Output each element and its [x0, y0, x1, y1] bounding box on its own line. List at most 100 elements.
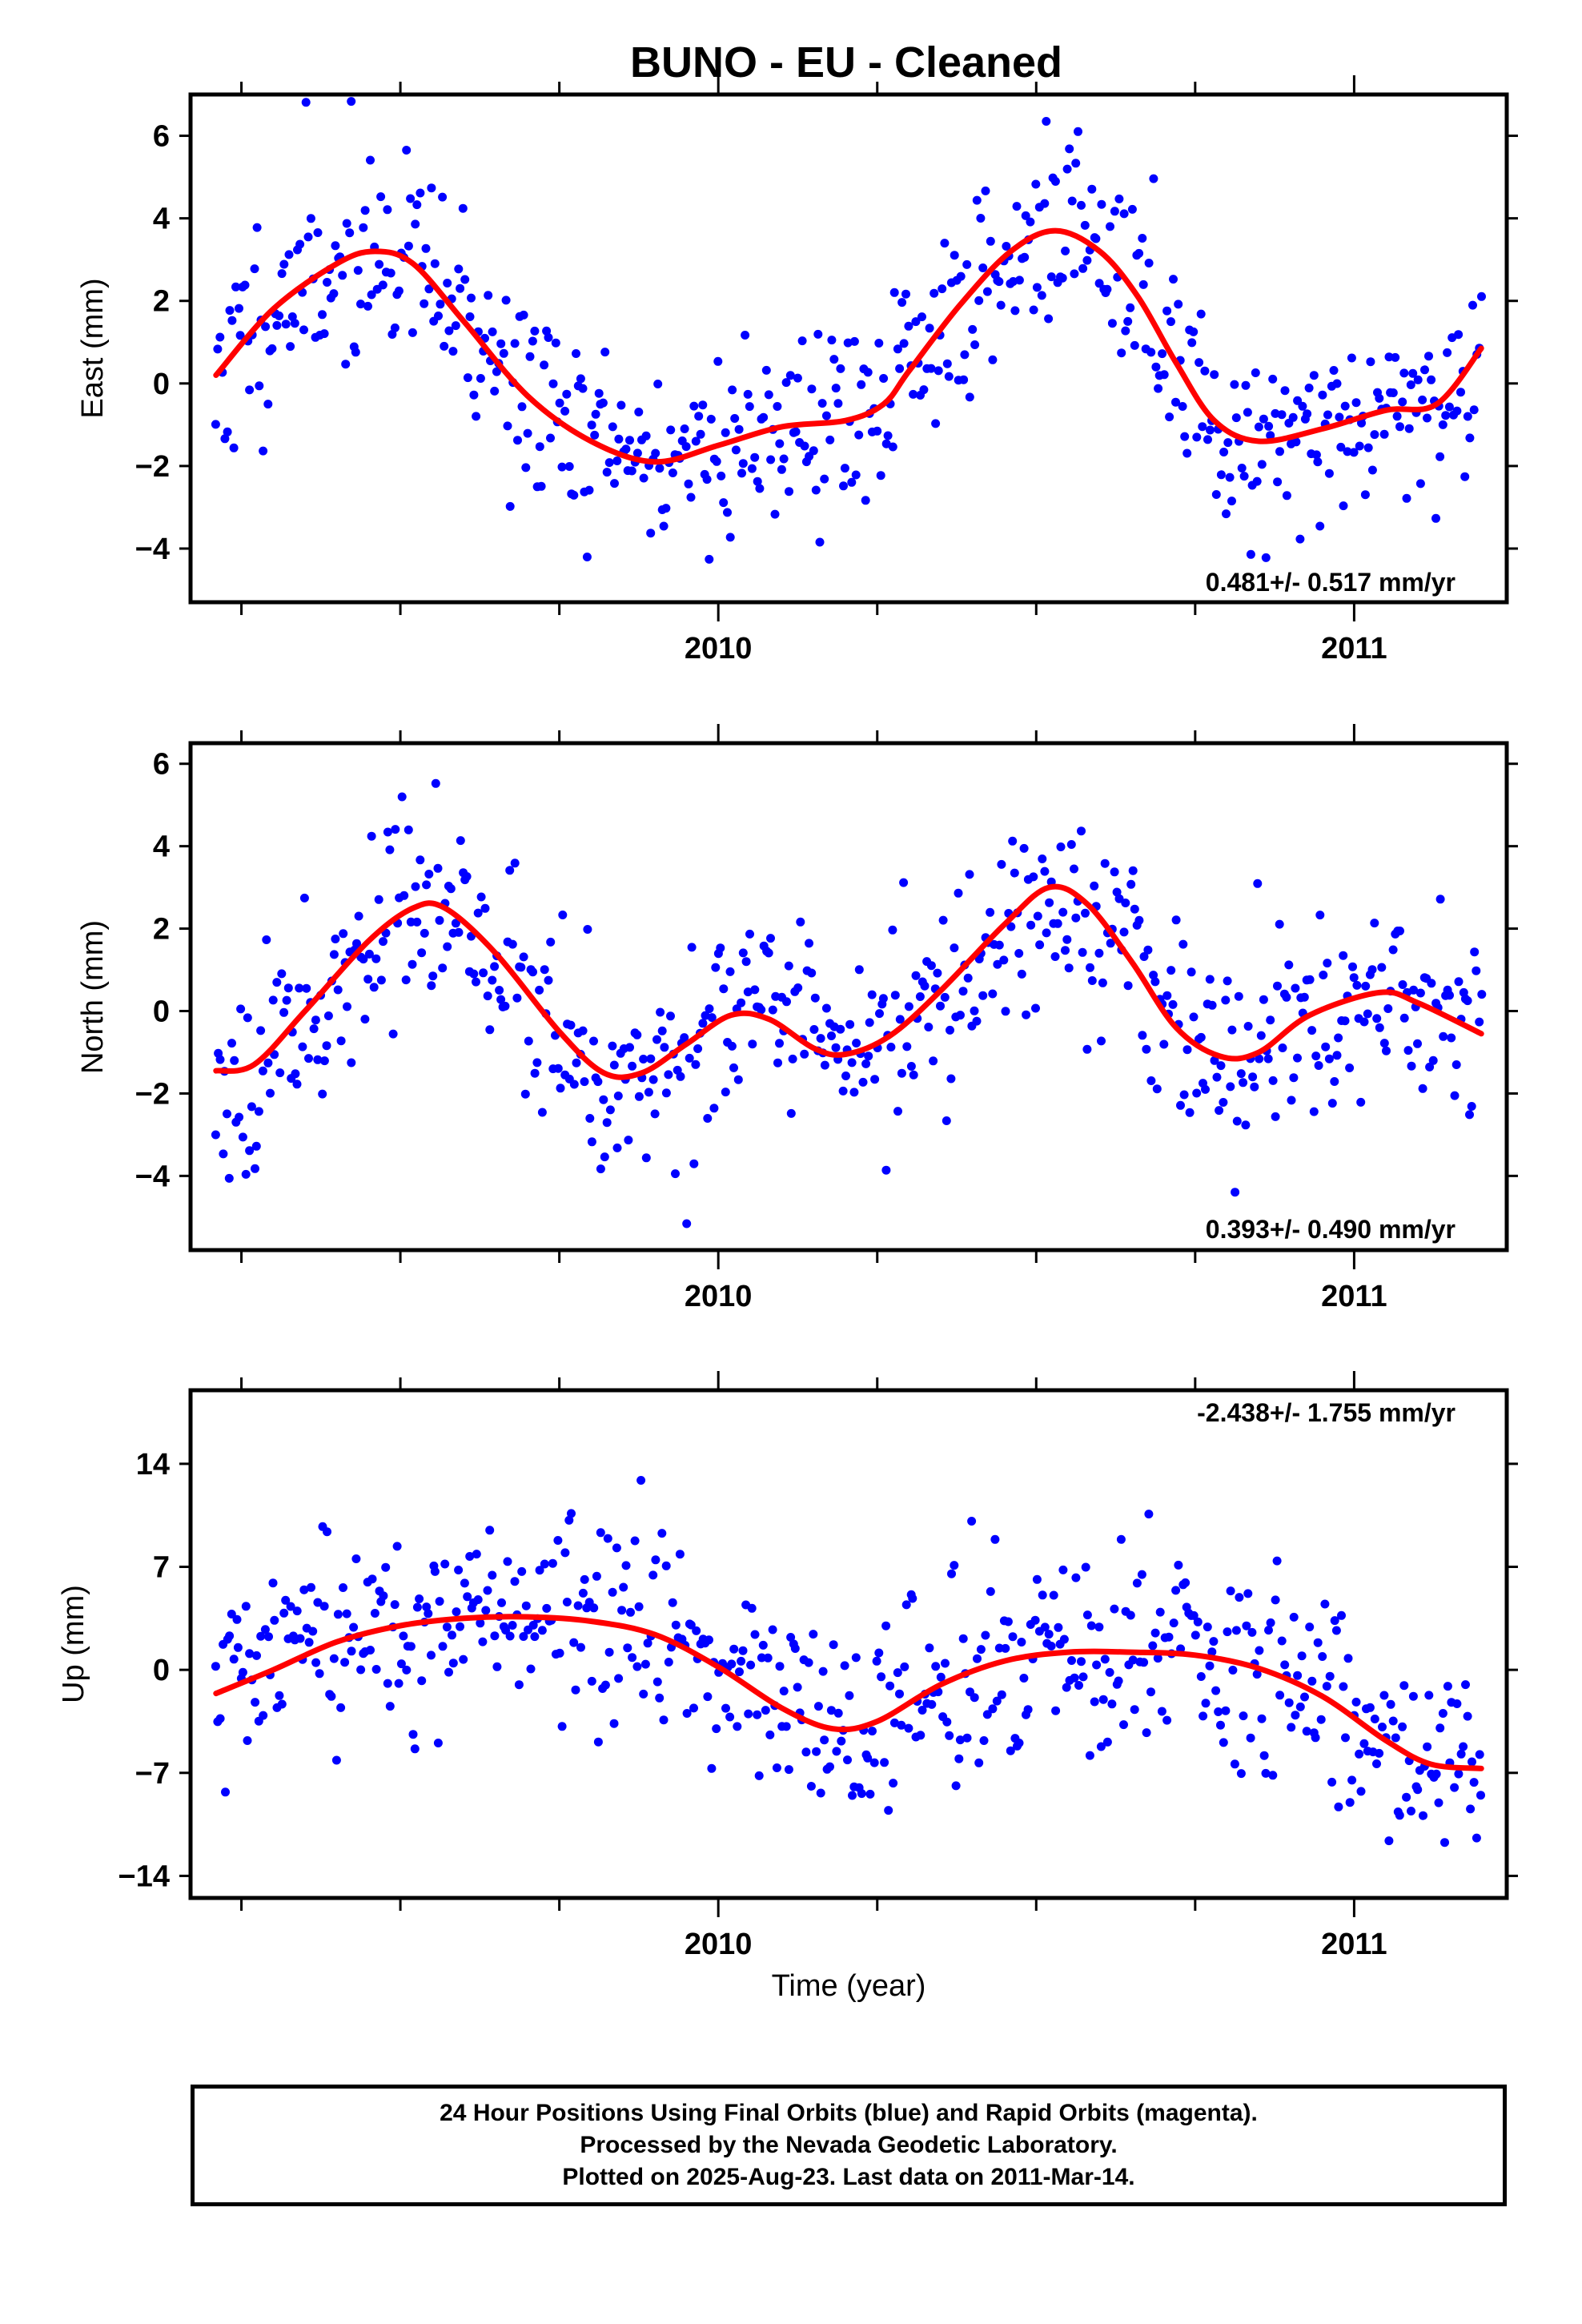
- up-data-point: [438, 1642, 448, 1651]
- east-data-point: [1126, 303, 1135, 312]
- up-data-point: [772, 1763, 781, 1772]
- up-data-point: [440, 1559, 450, 1569]
- up-data-point: [1181, 1578, 1191, 1587]
- east-data-point: [386, 268, 396, 278]
- up-data-point: [1214, 1707, 1223, 1716]
- north-data-point: [520, 1089, 530, 1099]
- east-data-point: [465, 312, 475, 321]
- east-data-point: [1463, 412, 1472, 421]
- up-data-point: [277, 1699, 287, 1709]
- east-data-point: [1291, 437, 1301, 447]
- east-data-point: [827, 336, 837, 345]
- up-data-point: [1038, 1590, 1047, 1600]
- up-data-point: [1469, 1778, 1479, 1787]
- east-data-point: [684, 479, 693, 489]
- up-data-point: [643, 1638, 652, 1648]
- north-data-point: [1319, 971, 1328, 979]
- figure-title: BUNO - EU - Cleaned: [630, 38, 1062, 86]
- east-data-point: [1171, 397, 1180, 407]
- up-data-point: [744, 1709, 753, 1719]
- east-data-point: [1303, 409, 1312, 419]
- up-data-point: [569, 1638, 579, 1647]
- north-data-point: [544, 975, 553, 985]
- north-data-point: [263, 1058, 273, 1068]
- north-data-point: [936, 1001, 945, 1011]
- north-data-point: [676, 1072, 685, 1081]
- north-data-point: [1248, 1072, 1258, 1082]
- up-data-point: [632, 1662, 642, 1671]
- north-ytick-label: −2: [135, 1077, 170, 1111]
- east-data-point: [1339, 501, 1348, 511]
- up-data-point: [243, 1736, 252, 1745]
- north-data-point: [354, 911, 363, 921]
- north-data-point: [999, 955, 1009, 965]
- up-data-point: [571, 1685, 580, 1695]
- up-data-point: [1424, 1691, 1434, 1700]
- north-data-point: [703, 1114, 713, 1123]
- east-data-point: [555, 398, 564, 408]
- north-data-point: [820, 1060, 829, 1070]
- north-data-point: [1234, 991, 1243, 1001]
- north-data-point: [854, 965, 864, 975]
- east-data-point: [420, 299, 429, 308]
- east-data-point: [1237, 464, 1247, 472]
- north-data-point: [1216, 1061, 1226, 1071]
- up-data-point: [442, 1622, 452, 1632]
- up-data-point: [758, 1640, 768, 1650]
- north-data-point: [1399, 1013, 1409, 1023]
- north-data-point: [528, 967, 537, 977]
- up-data-point: [786, 1633, 796, 1642]
- east-data-point: [849, 336, 859, 346]
- east-data-point: [578, 384, 588, 393]
- east-data-point: [443, 279, 452, 287]
- east-data-point: [1158, 349, 1167, 359]
- up-data-point: [1006, 1746, 1015, 1755]
- east-data-point: [1114, 194, 1124, 203]
- up-data-point: [270, 1615, 279, 1625]
- east-data-point: [621, 444, 631, 454]
- north-data-point: [1033, 911, 1042, 921]
- east-data-point: [705, 554, 714, 564]
- up-data-point: [567, 1509, 576, 1518]
- east-data-point: [521, 463, 531, 472]
- north-data-point: [343, 1002, 351, 1011]
- east-data-point: [359, 223, 368, 232]
- east-data-point: [879, 374, 889, 383]
- east-data-point: [1117, 348, 1126, 358]
- east-data-point: [883, 431, 893, 440]
- north-data-point: [1472, 966, 1481, 975]
- up-data-point: [530, 1632, 540, 1642]
- up-ylabel: Up (mm): [57, 1585, 90, 1703]
- east-data-point: [1203, 435, 1212, 444]
- up-data-point: [1116, 1534, 1126, 1544]
- east-data-point: [775, 439, 785, 448]
- east-data-point: [1029, 305, 1038, 315]
- east-data-point: [1222, 509, 1231, 519]
- up-data-point: [1148, 1641, 1158, 1651]
- north-data-point: [322, 1041, 331, 1051]
- up-data-point: [982, 1710, 992, 1719]
- north-data-point: [1152, 1084, 1162, 1094]
- north-data-point: [1470, 947, 1480, 957]
- east-data-point: [815, 537, 825, 547]
- east-data-point: [831, 384, 841, 393]
- east-data-point: [612, 456, 622, 465]
- east-data-point: [1200, 366, 1210, 376]
- north-data-point: [664, 1070, 673, 1080]
- east-data-point: [1469, 405, 1479, 415]
- north-data-point: [1363, 1009, 1372, 1019]
- east-data-point: [220, 434, 230, 444]
- up-data-point: [729, 1644, 739, 1654]
- north-data-point: [1407, 1061, 1416, 1071]
- north-data-point: [219, 1149, 228, 1159]
- up-data-point: [227, 1610, 236, 1618]
- north-data-point: [1143, 945, 1153, 955]
- east-data-point: [1182, 448, 1192, 458]
- east-data-point: [737, 468, 746, 478]
- east-data-point: [338, 271, 347, 280]
- north-data-point: [906, 1062, 916, 1071]
- east-data-point: [694, 412, 704, 421]
- up-data-point: [1132, 1578, 1142, 1588]
- east-data-point: [978, 263, 988, 272]
- up-data-point: [1146, 1687, 1155, 1697]
